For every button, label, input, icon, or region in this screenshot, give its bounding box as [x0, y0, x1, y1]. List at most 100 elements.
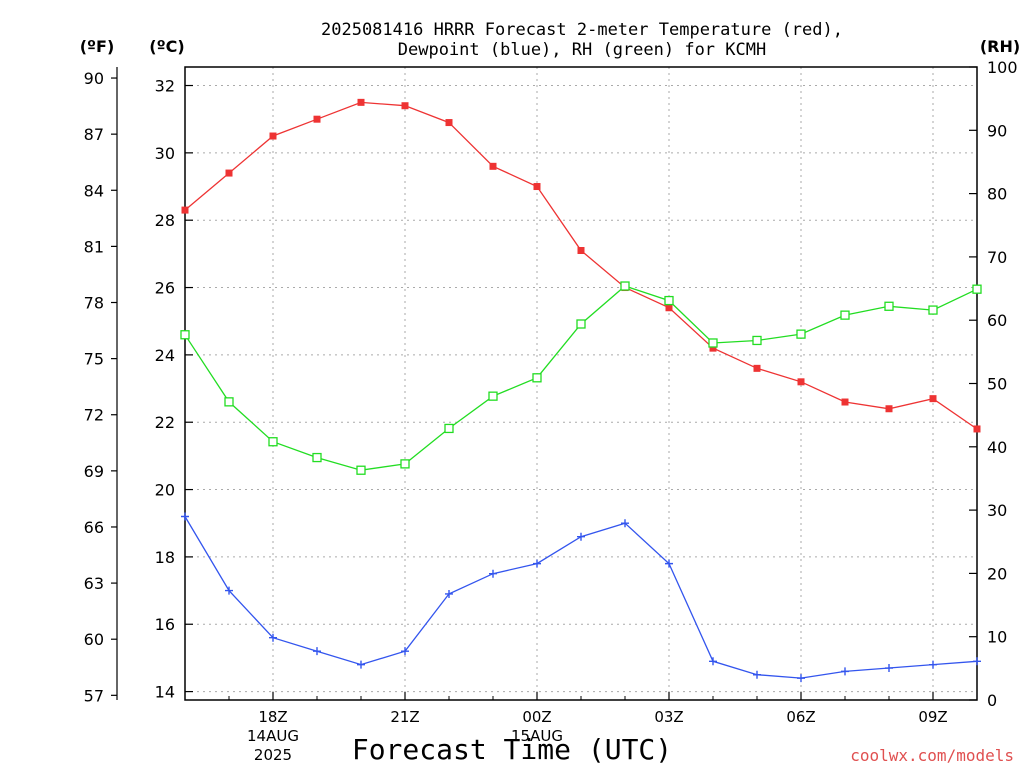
x-tick-label: 03Z [654, 708, 683, 726]
rh-tick-label: 90 [987, 121, 1007, 140]
temperature-point [665, 304, 673, 312]
fahrenheit-tick-label: 87 [84, 125, 104, 144]
temperature-point [753, 364, 761, 372]
temperature-point [885, 405, 893, 413]
fahrenheit-tick-label: 60 [84, 630, 104, 649]
rh-point [444, 423, 454, 434]
unit-celsius-label: (ºC) [149, 37, 184, 56]
rh-point [620, 281, 630, 291]
dewpoint-point [225, 586, 233, 595]
rh-point [576, 319, 586, 329]
axes: 14 16 18 20 22 24 26 28 30 32 57 60 63 66 69 72 75 78 81 84… [84, 58, 1018, 764]
rh-tick-label: 100 [987, 58, 1018, 77]
celsius-tick-label: 24 [155, 346, 175, 365]
rh-point [708, 338, 718, 348]
temperature-point [841, 398, 849, 406]
rh-point [664, 295, 674, 306]
dewpoint-point [885, 664, 893, 673]
unit-rh-label: (RH) [980, 37, 1020, 56]
x-tick-label: 09Z [918, 708, 947, 726]
x-tick-label: 06Z [786, 708, 815, 726]
plot-frame [184, 66, 978, 701]
fahrenheit-tick-label: 75 [84, 350, 104, 369]
celsius-tick-label: 14 [155, 683, 175, 702]
rh-point [180, 330, 190, 340]
dewpoint-point [797, 674, 805, 683]
grid-lines [185, 67, 977, 700]
fahrenheit-tick-label: 69 [84, 462, 104, 481]
dewpoint-point [841, 667, 849, 676]
dewpoint-point [973, 657, 981, 666]
rh-point [972, 284, 982, 294]
temperature-point [181, 206, 189, 214]
celsius-tick-label: 26 [155, 279, 175, 298]
rh-point [268, 437, 278, 447]
dewpoint-point [709, 657, 717, 666]
dewpoint-point [269, 633, 277, 642]
rh-point [796, 329, 806, 339]
rh-point [356, 465, 366, 475]
dewpoint-point [313, 647, 321, 656]
rh-point [928, 305, 938, 315]
series-line-dewpoint [184, 516, 978, 679]
fahrenheit-tick-label: 66 [84, 518, 104, 537]
credit-text: coolwx.com/models [850, 746, 1014, 765]
dewpoint-point [577, 532, 585, 541]
data-series [180, 98, 982, 683]
temperature-point [313, 115, 321, 123]
celsius-tick-label: 18 [155, 548, 175, 567]
dewpoint-point [665, 559, 673, 568]
rh-point [532, 373, 542, 383]
dewpoint-point [357, 660, 365, 669]
temperature-point [929, 395, 937, 403]
rh-point [400, 459, 410, 469]
celsius-tick-label: 30 [155, 144, 175, 163]
rh-tick-label: 40 [987, 438, 1007, 457]
series-line-rh [184, 285, 978, 471]
rh-tick-label: 60 [987, 311, 1007, 330]
rh-tick-label: 50 [987, 375, 1007, 394]
rh-point [884, 301, 894, 311]
rh-point [840, 310, 850, 320]
x-tick-label: 21Z [390, 708, 419, 726]
dewpoint-point [401, 647, 409, 656]
rh-point [312, 452, 322, 463]
rh-point [488, 391, 498, 401]
x-axis-label: Forecast Time (UTC) [352, 733, 672, 766]
x-tick-year-label: 2025 [254, 746, 292, 764]
celsius-tick-label: 28 [155, 211, 175, 230]
rh-tick-label: 80 [987, 185, 1007, 204]
temperature-point [225, 169, 233, 177]
x-tick-label: 18Z [258, 708, 287, 726]
temperature-point [577, 247, 585, 255]
x-tick-date-label: 15AUG [511, 727, 563, 745]
temperature-point [445, 119, 453, 127]
dewpoint-point [489, 569, 497, 578]
temperature-point [973, 425, 981, 433]
series-line-temperature [184, 101, 978, 430]
temperature-point [489, 162, 497, 170]
x-tick-label: 00Z [522, 708, 551, 726]
celsius-tick-label: 16 [155, 615, 175, 634]
dewpoint-point [929, 660, 937, 669]
temperature-point [797, 378, 805, 386]
rh-point [752, 335, 762, 346]
fahrenheit-tick-label: 90 [84, 69, 104, 88]
x-tick-date-label: 14AUG [247, 727, 299, 745]
fahrenheit-tick-label: 57 [84, 686, 104, 705]
dewpoint-point [445, 589, 453, 598]
rh-tick-label: 20 [987, 564, 1007, 583]
dewpoint-point [181, 512, 189, 521]
rh-tick-label: 0 [987, 691, 997, 710]
temperature-point [709, 344, 717, 352]
celsius-tick-label: 20 [155, 481, 175, 500]
rh-tick-label: 30 [987, 501, 1007, 520]
temperature-point [401, 102, 409, 110]
temperature-point [533, 183, 541, 191]
dewpoint-point [533, 559, 541, 568]
temperature-point [269, 132, 277, 140]
fahrenheit-tick-label: 81 [84, 237, 104, 256]
dewpoint-point [753, 670, 761, 679]
rh-tick-label: 10 [987, 628, 1007, 647]
